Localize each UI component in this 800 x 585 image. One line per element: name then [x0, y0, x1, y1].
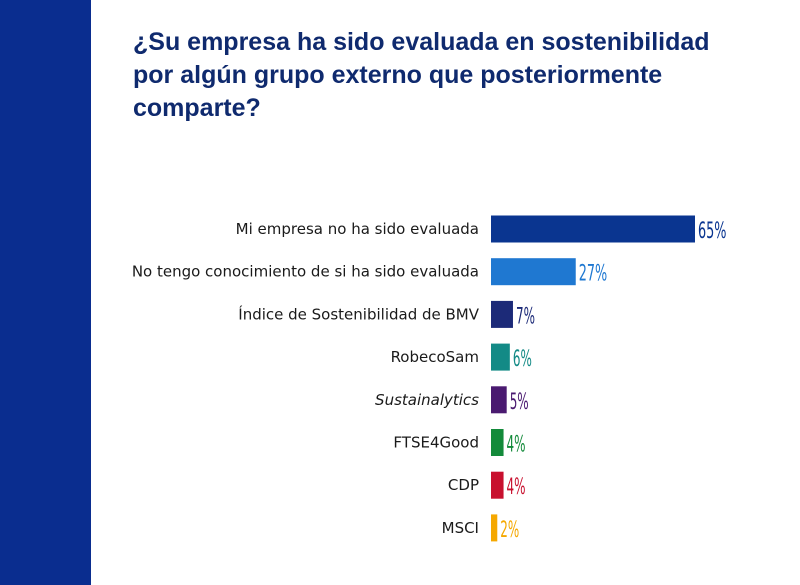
value-label: 27% — [579, 262, 608, 287]
category-label: Sustainalytics — [375, 391, 479, 409]
value-label: 5% — [510, 390, 529, 415]
bar — [491, 386, 507, 414]
bar — [491, 471, 504, 499]
value-label: 6% — [513, 347, 532, 372]
category-label: FTSE4Good — [393, 434, 479, 452]
value-label: 4% — [507, 433, 526, 458]
category-label: No tengo conocimiento de si ha sido eval… — [132, 263, 479, 281]
category-label: CDP — [448, 476, 479, 494]
value-label: 2% — [500, 518, 519, 543]
chart-title: ¿Su empresa ha sido evaluada en sostenib… — [133, 28, 710, 122]
value-label: 65% — [698, 219, 727, 244]
bar — [491, 429, 504, 456]
side-band — [0, 0, 91, 585]
category-label: Mi empresa no ha sido evaluada — [236, 220, 479, 238]
category-label: RobecoSam — [391, 348, 479, 366]
value-label: 7% — [516, 304, 535, 329]
category-label: Índice de Sostenibilidad de BMV — [238, 304, 479, 323]
bar — [491, 300, 513, 328]
bars-layer: Mi empresa no ha sido evaluada 65% No teng… — [132, 215, 727, 543]
category-label: MSCI — [442, 519, 479, 537]
bar — [491, 343, 510, 371]
value-label: 4% — [507, 475, 526, 500]
bar — [491, 215, 695, 243]
bar — [491, 258, 576, 286]
bar — [491, 514, 498, 542]
